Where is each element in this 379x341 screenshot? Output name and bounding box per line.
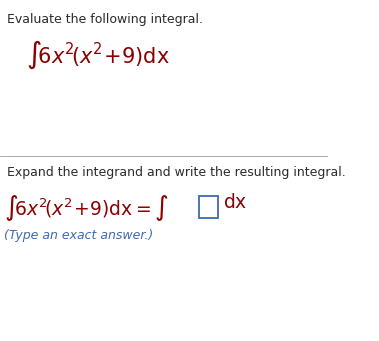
Text: Evaluate the following integral.: Evaluate the following integral. [7,13,203,26]
Text: Expand the integrand and write the resulting integral.: Expand the integrand and write the resul… [7,166,346,179]
Bar [199,196,218,218]
Text: $\int\!6x^2\!\left(x^2\!+\!9\right)\mathrm{dx}$: $\int\!6x^2\!\left(x^2\!+\!9\right)\math… [26,39,170,71]
Text: $\int\!6x^2\!\left(x^2\!+\!9\right)\mathrm{dx} = \int$: $\int\!6x^2\!\left(x^2\!+\!9\right)\math… [4,193,169,223]
Text: $\mathrm{dx}$: $\mathrm{dx}$ [223,193,247,212]
Text: (Type an exact answer.): (Type an exact answer.) [4,229,153,242]
